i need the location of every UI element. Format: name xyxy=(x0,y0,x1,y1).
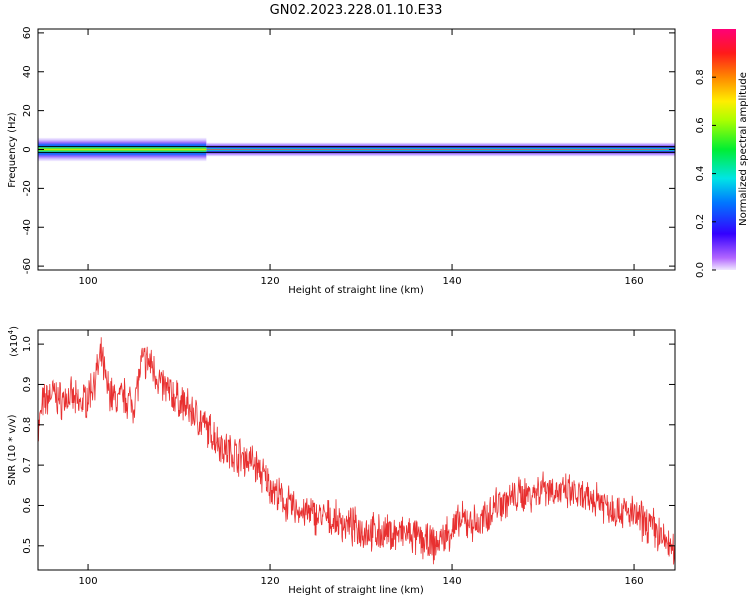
snr-frame xyxy=(37,329,676,571)
svg-text:(x104): (x104) xyxy=(7,326,20,357)
colorbar-tick-label: 0.4 xyxy=(695,166,706,182)
y-tick-label: 1.0 xyxy=(22,336,33,352)
spectrogram-y-label: Frequency (Hz) xyxy=(7,112,18,188)
snr-y-ticks: 0.5 0.6 0.7 0.8 0.9 1.0 xyxy=(22,336,675,554)
y-tick-label: 60 xyxy=(22,27,33,40)
snr-y-label: SNR (10 * v/v) xyxy=(7,414,18,485)
y-tick-label: -60 xyxy=(22,258,33,274)
y-tick-label: 0.6 xyxy=(22,498,33,514)
x-tick-label: 160 xyxy=(625,576,644,587)
y-tick-label: 20 xyxy=(22,104,33,117)
band-segment xyxy=(38,137,207,162)
colorbar-ticks: 0.0 0.2 0.4 0.6 0.8 xyxy=(695,69,716,278)
y-tick-label: -40 xyxy=(22,219,33,235)
colorbar-tick-label: 0.2 xyxy=(695,214,706,230)
y-tick-label: 0 xyxy=(22,146,33,152)
figure-title: GN02.2023.228.01.10.E33 xyxy=(270,3,443,18)
colorbar-tick-label: 0.6 xyxy=(695,117,706,133)
snr-scale-note: (x104) xyxy=(7,326,20,357)
colorbar-label: Normalized spectral amplitude xyxy=(738,72,749,226)
snr-scale-prefix: (x10 xyxy=(9,334,20,357)
band-segment xyxy=(206,142,675,157)
spectrogram-x-label: Height of straight line (km) xyxy=(288,285,424,296)
snr-scale-exponent: 4 xyxy=(7,329,15,334)
snr-x-ticks: 100 120 140 160 xyxy=(79,330,644,587)
snr-panel: 100 120 140 160 0.5 0.6 0.7 0.8 0.9 1.0 Height o… xyxy=(7,326,676,596)
colorbar: 0.0 0.2 0.4 0.6 0.8 Normalized spectral ampl… xyxy=(695,29,749,278)
colorbar-tick-label: 0.8 xyxy=(695,69,706,85)
spectrogram-panel: 100 120 140 160 -60 -40 -20 0 20 40 60 Height of … xyxy=(7,27,676,296)
x-tick-label: 140 xyxy=(443,276,462,287)
y-tick-label: 40 xyxy=(22,65,33,78)
spectrogram-x-ticks: 100 120 140 160 xyxy=(79,29,644,287)
y-tick-label: 0.9 xyxy=(22,377,33,393)
y-tick-label: 0.5 xyxy=(22,538,33,554)
snr-line xyxy=(37,337,675,565)
colorbar-tick-label: 0.0 xyxy=(695,262,706,278)
x-tick-label: 100 xyxy=(79,576,98,587)
x-tick-label: 140 xyxy=(443,576,462,587)
x-tick-label: 120 xyxy=(261,276,280,287)
y-tick-label: 0.8 xyxy=(22,417,33,433)
snr-series-line xyxy=(37,337,675,565)
spectrogram-y-ticks: -60 -40 -20 0 20 40 60 xyxy=(22,27,675,274)
spectral-band xyxy=(38,137,675,162)
x-tick-label: 160 xyxy=(625,276,644,287)
y-tick-label: -20 xyxy=(22,180,33,196)
x-tick-label: 100 xyxy=(79,276,98,287)
y-tick-label: 0.7 xyxy=(22,457,33,473)
x-tick-label: 120 xyxy=(261,576,280,587)
snr-x-label: Height of straight line (km) xyxy=(288,585,424,596)
colorbar-gradient xyxy=(712,29,736,270)
